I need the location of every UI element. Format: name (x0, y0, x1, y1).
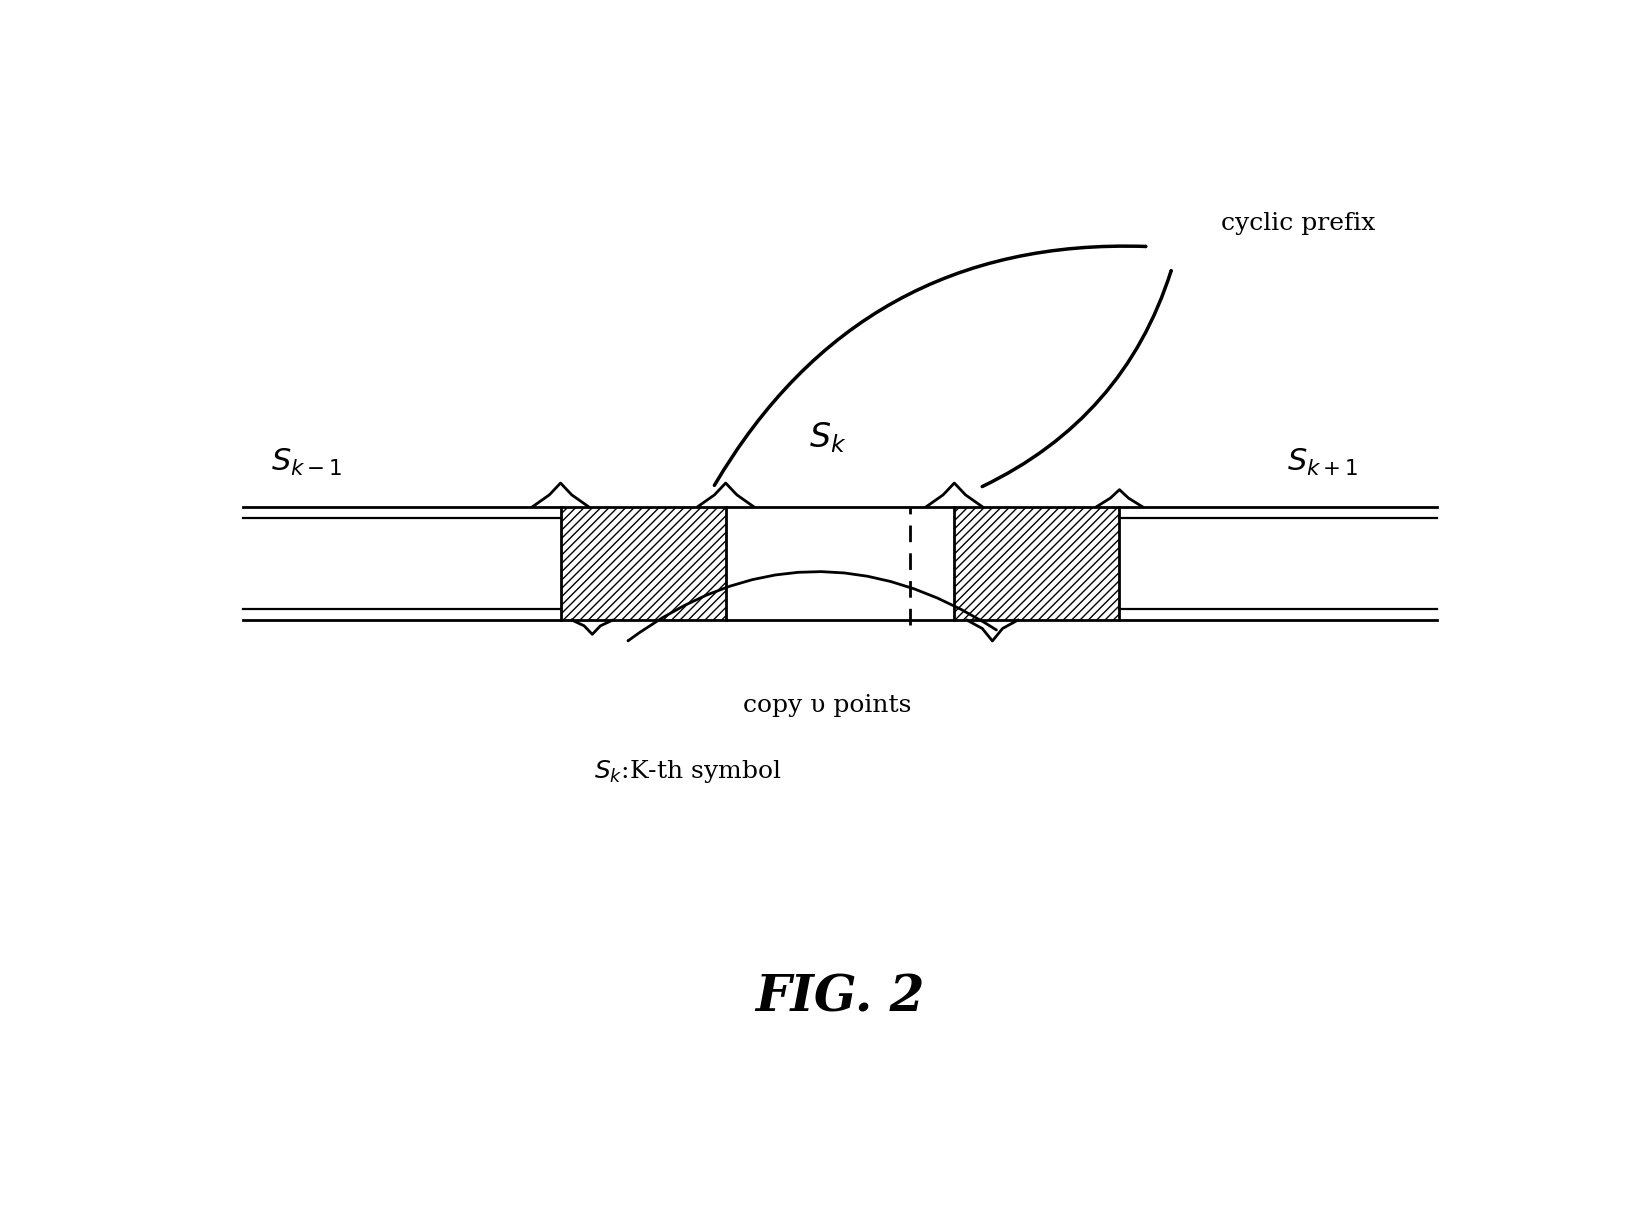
Text: cyclic prefix: cyclic prefix (1221, 211, 1375, 235)
Text: $S_k$: $S_k$ (808, 420, 846, 454)
Text: FIG. 2: FIG. 2 (756, 974, 924, 1023)
Polygon shape (954, 507, 1119, 620)
FancyArrowPatch shape (982, 271, 1172, 486)
FancyArrowPatch shape (628, 571, 997, 641)
Text: $S_k$:K-th symbol: $S_k$:K-th symbol (593, 758, 782, 785)
Text: copy υ points: copy υ points (742, 694, 911, 717)
Text: $S_{k+1}$: $S_{k+1}$ (1287, 447, 1359, 478)
Polygon shape (561, 507, 726, 620)
Text: $S_{k-1}$: $S_{k-1}$ (270, 447, 343, 478)
FancyArrowPatch shape (715, 246, 1146, 485)
